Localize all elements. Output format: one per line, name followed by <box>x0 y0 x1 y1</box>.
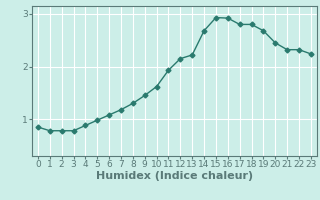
X-axis label: Humidex (Indice chaleur): Humidex (Indice chaleur) <box>96 171 253 181</box>
